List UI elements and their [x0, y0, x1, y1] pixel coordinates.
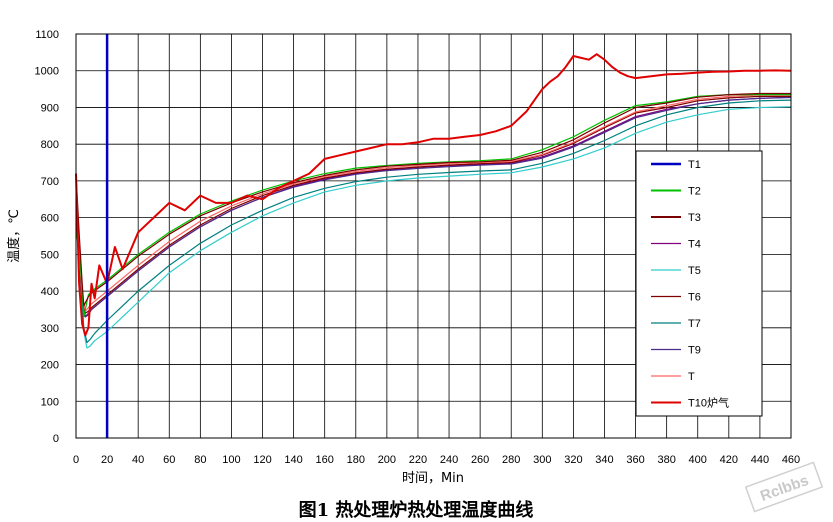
x-axis-title: 时间，Min	[402, 471, 464, 486]
y-tick-label: 1100	[35, 29, 59, 41]
x-tick-label: 380	[657, 454, 675, 466]
series-lines	[75, 34, 792, 438]
x-tick-label: 320	[564, 454, 582, 466]
x-tick-label: 100	[222, 454, 240, 466]
watermark: Rclbbs	[744, 461, 824, 513]
x-tick-label: 140	[284, 454, 302, 466]
watermark-frame	[744, 461, 824, 513]
x-tick-label: 400	[689, 454, 707, 466]
x-tick-label: 200	[378, 454, 396, 466]
legend-label: T5	[688, 265, 701, 277]
series-line-T5	[75, 106, 792, 349]
legend-label: T9	[688, 345, 701, 357]
y-tick-label: 0	[53, 433, 59, 445]
y-tick-label: 700	[41, 176, 59, 188]
legend-entries: T1 T2 T3 T4 T5 T6 T7 T9 T T10炉气	[651, 159, 729, 410]
legend-label: T3	[688, 212, 701, 224]
x-tick-label: 40	[132, 454, 144, 466]
y-tick-label: 600	[41, 213, 59, 225]
y-tick-label: 300	[41, 323, 59, 335]
x-tick-label: 160	[316, 454, 334, 466]
legend-label: T	[688, 371, 695, 383]
y-tick-label: 400	[41, 286, 59, 298]
x-tick-label: 420	[720, 454, 738, 466]
figure-caption: 图1 热处理炉热处理温度曲线	[299, 499, 534, 521]
legend-label: T1	[688, 159, 701, 171]
x-tick-label: 180	[347, 454, 365, 466]
x-tick-label: 360	[626, 454, 644, 466]
x-tick-label: 240	[440, 454, 458, 466]
x-tick-label: 220	[409, 454, 427, 466]
y-tick-label: 900	[41, 102, 59, 114]
y-tick-label: 200	[41, 360, 59, 372]
x-tick-label: 120	[253, 454, 271, 466]
x-tick-label: 60	[163, 454, 175, 466]
x-tick-label: 340	[595, 454, 613, 466]
legend-label: T2	[688, 186, 701, 198]
legend-label: T6	[688, 292, 701, 304]
y-tick-label: 1000	[35, 66, 59, 78]
x-tick-label: 0	[73, 454, 79, 466]
x-tick-label: 260	[471, 454, 489, 466]
legend-label: T4	[688, 239, 701, 251]
x-tick-labels: 0 20 40 60 80 100 120 140 160 180 200 220 240 260 280 3…	[73, 454, 800, 466]
legend-label: T10炉气	[688, 396, 729, 410]
y-axis-title: 温度，℃	[6, 209, 22, 263]
y-tick-labels: 0 100 200 300 400 500 600 700 800 900 1000 1100	[35, 29, 59, 445]
x-tick-label: 460	[782, 454, 800, 466]
legend-box	[635, 150, 763, 417]
y-tick-label: 100	[41, 396, 59, 408]
x-tick-label: 300	[533, 454, 551, 466]
x-tick-label: 280	[502, 454, 520, 466]
x-tick-label: 80	[194, 454, 206, 466]
x-tick-label: 440	[751, 454, 769, 466]
x-tick-label: 20	[101, 454, 113, 466]
legend-label: T7	[688, 318, 701, 330]
y-tick-label: 800	[41, 139, 59, 151]
series-line-T7	[75, 99, 792, 344]
legend: T1 T2 T3 T4 T5 T6 T7 T9 T T10炉气	[635, 150, 763, 417]
series-line-T10炉气	[75, 53, 792, 337]
plot-frame	[75, 33, 792, 439]
y-tick-label: 500	[41, 249, 59, 261]
